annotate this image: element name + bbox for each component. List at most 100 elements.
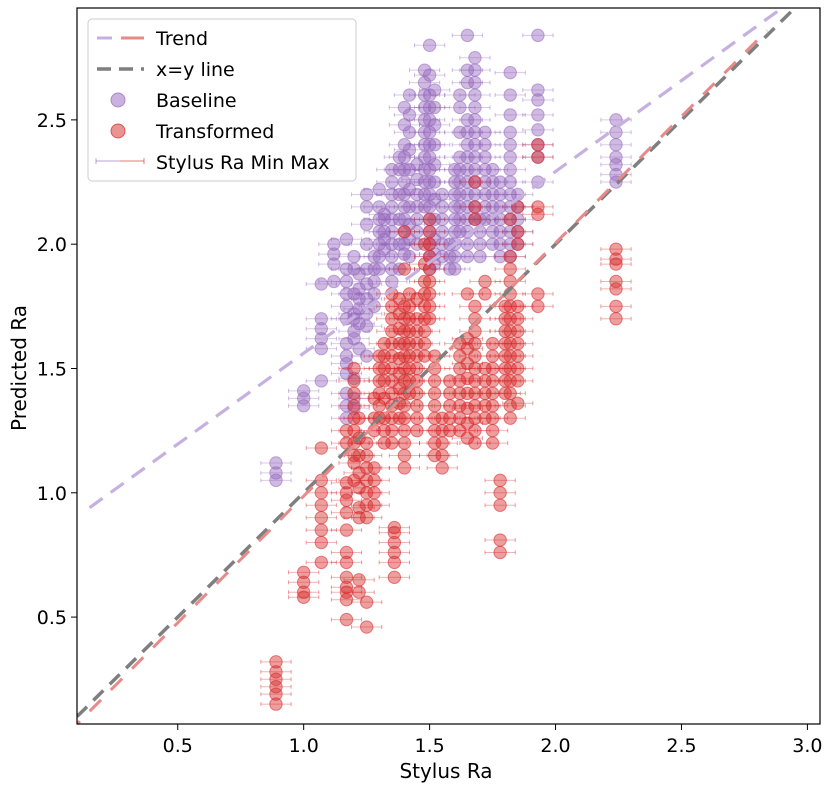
transformed-point bbox=[468, 299, 482, 314]
transformed-point bbox=[485, 423, 500, 438]
baseline-point bbox=[531, 83, 545, 97]
baseline-point bbox=[314, 312, 329, 326]
baseline-point bbox=[478, 125, 492, 140]
transformed-point bbox=[296, 590, 311, 604]
baseline-series bbox=[260, 28, 632, 488]
baseline-point bbox=[359, 217, 374, 231]
baseline-point bbox=[347, 249, 361, 264]
transformed-point bbox=[493, 545, 507, 560]
transformed-point bbox=[417, 324, 432, 338]
transformed-point bbox=[352, 411, 366, 425]
baseline-point bbox=[359, 277, 374, 291]
baseline-point bbox=[314, 374, 329, 388]
transformed-point bbox=[468, 175, 482, 189]
transformed-point bbox=[609, 252, 623, 266]
baseline-point bbox=[296, 399, 311, 413]
baseline-point bbox=[503, 150, 517, 164]
transformed-point bbox=[503, 411, 517, 425]
transformed-point bbox=[493, 486, 507, 500]
baseline-point bbox=[531, 93, 545, 107]
baseline-point bbox=[485, 237, 500, 251]
transformed-point bbox=[435, 436, 449, 450]
transformed-point bbox=[397, 461, 412, 475]
transformed-point bbox=[460, 287, 475, 301]
baseline-point bbox=[392, 162, 407, 177]
x-tick-label: 3.0 bbox=[792, 735, 822, 757]
baseline-point bbox=[327, 247, 341, 261]
baseline-point bbox=[402, 108, 417, 122]
transformed-point bbox=[609, 274, 623, 289]
transformed-point bbox=[352, 585, 366, 599]
baseline-point bbox=[468, 51, 482, 65]
baseline-point bbox=[427, 138, 442, 152]
baseline-point bbox=[427, 157, 442, 172]
baseline-point bbox=[503, 65, 517, 80]
transformed-point bbox=[435, 448, 449, 463]
baseline-point bbox=[427, 100, 442, 115]
lines-group bbox=[77, 8, 798, 724]
transformed-point bbox=[269, 665, 283, 679]
transformed-point bbox=[609, 257, 623, 271]
baseline-point bbox=[377, 212, 391, 227]
baseline-point bbox=[269, 466, 283, 480]
transformed-point bbox=[359, 510, 374, 525]
x-tick-label: 1.0 bbox=[289, 735, 319, 757]
transformed-point bbox=[314, 441, 329, 455]
transformed-point bbox=[296, 575, 311, 589]
transformed-point bbox=[269, 680, 283, 694]
transformed-point bbox=[387, 520, 402, 535]
transformed-point bbox=[531, 200, 545, 214]
transformed-series bbox=[260, 138, 632, 711]
baseline-point bbox=[503, 108, 517, 122]
baseline-point bbox=[352, 317, 366, 331]
transformed-point bbox=[387, 545, 402, 560]
transformed-point bbox=[417, 336, 432, 351]
legend-baseline-marker bbox=[110, 92, 126, 108]
transformed-point bbox=[609, 282, 623, 296]
transformed-point bbox=[397, 262, 412, 276]
y-tick-label: 0.5 bbox=[37, 607, 67, 629]
baseline-point bbox=[397, 100, 412, 115]
legend-label-identity: x=y line bbox=[156, 59, 235, 81]
baseline-point bbox=[468, 113, 482, 127]
transformed-point bbox=[397, 436, 412, 450]
transformed-point bbox=[609, 242, 623, 256]
transformed-point bbox=[478, 411, 492, 425]
baseline-point bbox=[269, 473, 283, 488]
transformed-point bbox=[314, 535, 329, 550]
transformed-point bbox=[359, 620, 374, 634]
baseline-point bbox=[468, 75, 482, 90]
baseline-point bbox=[609, 138, 623, 152]
y-tick-label: 2.5 bbox=[37, 110, 67, 132]
baseline-point bbox=[352, 282, 366, 296]
transformed-point bbox=[443, 423, 457, 438]
baseline-point bbox=[503, 162, 517, 177]
legend-label-baseline: Baseline bbox=[156, 90, 237, 112]
baseline-point bbox=[453, 125, 467, 140]
transformed-point bbox=[367, 391, 381, 406]
transformed-point bbox=[269, 655, 283, 669]
transformed-point bbox=[296, 585, 311, 599]
legend-label-trend: Trend bbox=[155, 28, 208, 50]
baseline-point bbox=[359, 187, 374, 202]
transformed-point bbox=[422, 274, 437, 289]
transformed-point bbox=[314, 523, 329, 537]
transformed-point bbox=[511, 396, 525, 410]
transformed-point bbox=[417, 237, 432, 251]
transformed-point bbox=[339, 570, 354, 585]
transformed-point bbox=[531, 138, 545, 152]
transformed-point bbox=[511, 361, 525, 376]
transformed-point bbox=[352, 510, 366, 525]
transformed-point bbox=[422, 287, 437, 301]
baseline-point bbox=[402, 182, 417, 197]
baseline-point bbox=[493, 249, 507, 264]
baseline-point bbox=[609, 150, 623, 164]
baseline-point bbox=[468, 63, 482, 77]
transformed-point bbox=[387, 570, 402, 585]
transformed-point bbox=[478, 274, 492, 289]
transformed-point bbox=[339, 555, 354, 570]
transformed-point bbox=[296, 565, 311, 580]
baseline-point bbox=[359, 319, 374, 333]
identity-line bbox=[77, 8, 798, 718]
